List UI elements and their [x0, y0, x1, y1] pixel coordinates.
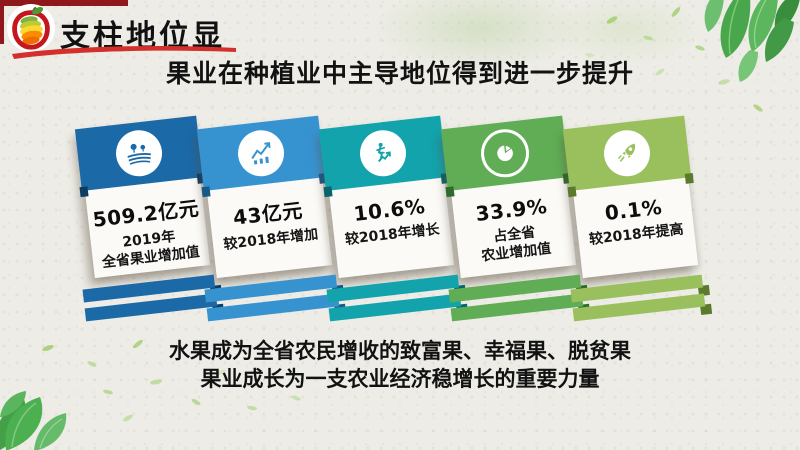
ribbon-fold — [79, 186, 89, 198]
stat-card-output-value: 509.2亿元 2019年 全省果业增加值 — [74, 115, 211, 279]
card-header — [196, 115, 328, 198]
leaf-decoration-top-right — [704, 0, 800, 82]
stat-card-share-increase: 0.1% 较2018年提高 — [562, 115, 699, 279]
summary-line-1: 水果成为全省农民增收的致富果、幸福果、脱贫果 — [169, 339, 631, 363]
stat-label: 2019年 全省果业增加值 — [101, 228, 201, 271]
stripe-segment — [448, 274, 591, 324]
stripe-segment — [326, 274, 469, 324]
ribbon-stripes — [82, 274, 713, 322]
rocket-icon — [601, 127, 653, 179]
stat-card-growth-rate: 10.6% 较2018年增长 — [318, 115, 455, 279]
stat-cards: 509.2亿元 2019年 全省果业增加值 — [74, 115, 699, 279]
ribbon-fold — [323, 186, 333, 198]
ribbon-fold — [684, 172, 694, 184]
ribbon-fold — [445, 186, 455, 198]
card-header — [318, 115, 450, 198]
slide-title: 果业在种植业中主导地位得到进一步提升 — [165, 59, 634, 88]
summary-text: 水果成为全省农民增收的致富果、幸福果、脱贫果 果业成长为一支农业经济稳增长的重要… — [0, 337, 800, 394]
growth-chart-icon — [235, 127, 287, 179]
ribbon-fold — [201, 186, 211, 198]
leaf-decoration-bottom-left — [0, 391, 67, 450]
stat-card-increase-amount: 43亿元 较2018年增加 — [196, 115, 333, 279]
stat-label: 占全省 农业增加值 — [480, 224, 552, 265]
runner-icon — [357, 127, 409, 179]
stripe-segment — [204, 274, 347, 324]
card-header — [562, 115, 694, 198]
ribbon-fold — [567, 186, 577, 198]
pie-chart-icon — [478, 126, 532, 180]
summary-line-2: 果业成长为一支农业经济稳增长的重要力量 — [200, 367, 600, 392]
card-header — [74, 115, 206, 198]
red-swoosh-underline — [12, 46, 236, 59]
stripe-segment — [82, 274, 225, 324]
apple-logo-icon — [6, 3, 56, 53]
stripe-segment — [570, 274, 713, 324]
orchard-field-icon — [113, 127, 165, 179]
card-header — [440, 115, 572, 198]
stat-card-agriculture-share: 33.9% 占全省 农业增加值 — [440, 115, 577, 279]
header-ribbon-edge — [0, 0, 4, 44]
header-ribbon — [0, 0, 128, 6]
